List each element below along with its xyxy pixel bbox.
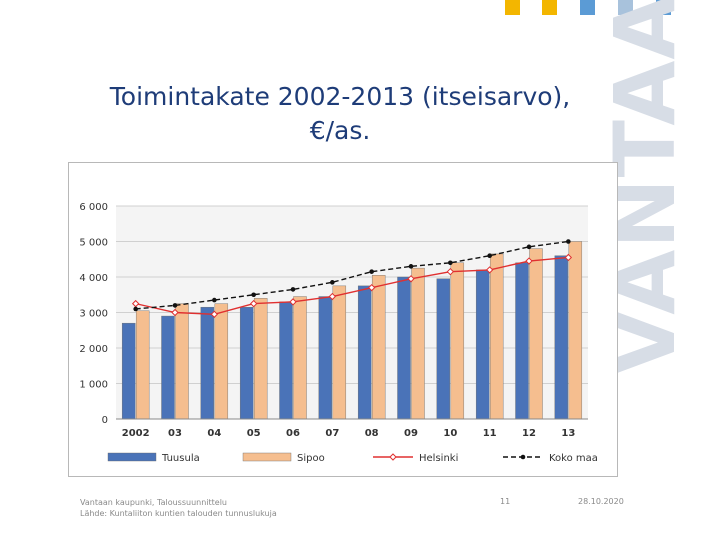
point-helsinki [407, 275, 415, 283]
point-helsinki [171, 308, 179, 317]
bar-sipoo [293, 296, 307, 420]
y-tick-label: 3 000 [79, 309, 108, 320]
legend-marker-helsinki [389, 453, 397, 461]
bar-sipoo [175, 303, 189, 420]
legend-marker-koko-maa [520, 454, 526, 460]
x-tick-label: 03 [168, 428, 182, 439]
bar-tuusula [161, 315, 175, 420]
point-koko-maa [526, 244, 532, 250]
x-tick-label: 06 [286, 428, 300, 439]
point-koko-maa [369, 269, 374, 274]
footer-source-line2: Lähde: Kuntaliiton kuntien talouden tunn… [80, 509, 277, 518]
bar-tuusula [397, 276, 411, 420]
legend-swatch-tuusula [107, 452, 157, 462]
line-helsinki [135, 256, 569, 315]
point-koko-maa [133, 306, 138, 312]
bar-sipoo [214, 303, 229, 420]
bar-sipoo [489, 253, 504, 420]
point-koko-maa [330, 280, 335, 285]
y-tick-label: 0 [102, 415, 108, 426]
brand-square [542, 0, 557, 15]
point-helsinki [367, 283, 376, 292]
footer-date: 28.10.2020 [578, 497, 624, 506]
point-koko-maa [566, 239, 571, 244]
bar-tuusula [121, 322, 136, 420]
slide-title-line2: €/as. [309, 116, 371, 145]
x-tick-label: 08 [365, 428, 379, 439]
bar-sipoo [332, 285, 347, 420]
page-number: 11 [500, 497, 511, 506]
bar-sipoo [450, 262, 465, 420]
x-tick-label: 07 [325, 428, 339, 439]
bar-tuusula [279, 301, 293, 420]
bar-tuusula [239, 306, 254, 420]
bar-tuusula [318, 296, 333, 420]
bar-tuusula [357, 285, 372, 420]
point-helsinki [485, 266, 494, 274]
bar-tuusula [200, 306, 215, 420]
brand-square [656, 0, 671, 15]
point-helsinki [446, 267, 455, 276]
point-helsinki [289, 298, 297, 306]
x-tick-label: 04 [207, 428, 221, 439]
point-helsinki [131, 299, 140, 308]
x-tick-label: 13 [561, 428, 575, 439]
bar-sipoo [411, 267, 425, 420]
point-koko-maa [290, 287, 296, 292]
footer-source-line1: Vantaan kaupunki, Taloussuunnittelu [80, 498, 227, 507]
y-tick-label: 1 000 [79, 380, 108, 391]
legend-label-sipoo: Sipoo [297, 453, 325, 464]
point-koko-maa [487, 253, 492, 258]
y-tick-label: 4 000 [79, 273, 108, 284]
y-tick-label: 6 000 [79, 202, 108, 213]
bar-sipoo [529, 248, 543, 420]
point-koko-maa [448, 260, 453, 266]
bar-tuusula [436, 278, 451, 420]
brand-square [580, 0, 595, 15]
slide-title-line1: Toimintakate 2002-2013 (itseisarvo), [109, 82, 571, 111]
brand-color-squares [500, 0, 720, 16]
bar-line-chart: 0 1 000 2 000 3 000 4 000 5 000 6 000 2002 03 04 0… [68, 162, 618, 477]
line-koko-maa [135, 240, 569, 310]
legend-label-tuusula: Tuusula [161, 453, 200, 464]
y-tick-label: 5 000 [79, 238, 108, 249]
legend-label-helsinki: Helsinki [419, 453, 458, 464]
point-koko-maa [251, 292, 256, 298]
x-tick-label: 11 [483, 428, 497, 439]
legend-swatch-sipoo [242, 452, 292, 462]
point-helsinki [564, 253, 573, 262]
point-koko-maa [172, 303, 178, 308]
slide-title: Toimintakate 2002-2013 (itseisarvo), €/a… [80, 80, 600, 148]
point-helsinki [525, 257, 533, 265]
bar-tuusula [515, 262, 529, 420]
point-helsinki [210, 310, 219, 318]
x-tick-label: 10 [443, 428, 457, 439]
bar-sipoo [253, 298, 268, 420]
brand-square [618, 0, 633, 15]
x-tick-label: 09 [404, 428, 418, 439]
point-helsinki [249, 299, 258, 308]
footer-source: Vantaan kaupunki, Taloussuunnittelu Lähd… [80, 497, 277, 519]
point-koko-maa [408, 264, 414, 269]
x-tick-label: 2002 [122, 428, 150, 439]
legend-label-koko-maa: Koko maa [549, 453, 598, 464]
x-tick-label: 12 [522, 428, 536, 439]
bar-tuusula [475, 269, 490, 420]
bar-sipoo [135, 310, 150, 420]
bar-tuusula [554, 255, 569, 420]
y-tick-label: 2 000 [79, 344, 108, 355]
bar-sipoo [371, 275, 386, 420]
bar-sipoo [568, 241, 583, 420]
brand-square [505, 0, 520, 15]
point-helsinki [328, 292, 337, 301]
x-tick-label: 05 [247, 428, 261, 439]
point-koko-maa [212, 297, 217, 303]
